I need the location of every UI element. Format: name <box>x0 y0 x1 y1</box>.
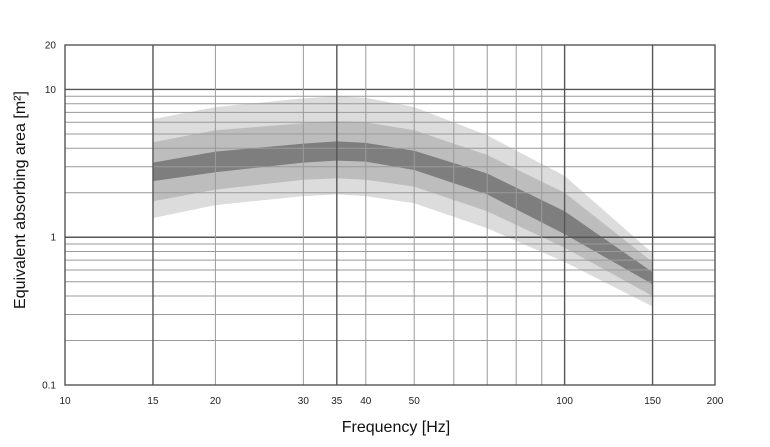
y-axis-title: Equivalent absorbing area [m²] <box>12 91 29 309</box>
x-tick-labels: 10 15 20 30 35 40 50 100 150 200 <box>59 396 723 407</box>
x-tick-label: 100 <box>556 396 573 407</box>
y-tick-label: 0.1 <box>42 381 56 392</box>
x-tick-label: 50 <box>409 396 421 407</box>
x-tick-label: 35 <box>331 396 343 407</box>
confidence-bands <box>153 96 653 307</box>
y-tick-labels: 0.1 1 10 20 <box>42 41 56 392</box>
band-1 <box>153 96 653 307</box>
x-tick-label: 150 <box>644 396 661 407</box>
y-tick-label: 1 <box>50 233 56 244</box>
x-tick-label: 10 <box>59 396 71 407</box>
x-tick-label: 40 <box>360 396 372 407</box>
band-3 <box>153 141 653 285</box>
y-tick-label: 10 <box>45 85 57 96</box>
plot-frame <box>64 44 716 386</box>
x-tick-label: 200 <box>707 396 724 407</box>
x-axis-title: Frequency [Hz] <box>342 419 450 436</box>
y-tick-label: 20 <box>45 41 57 52</box>
x-tick-label: 20 <box>210 396 222 407</box>
x-tick-label: 30 <box>298 396 310 407</box>
grid <box>64 44 716 386</box>
x-tick-label: 15 <box>147 396 159 407</box>
